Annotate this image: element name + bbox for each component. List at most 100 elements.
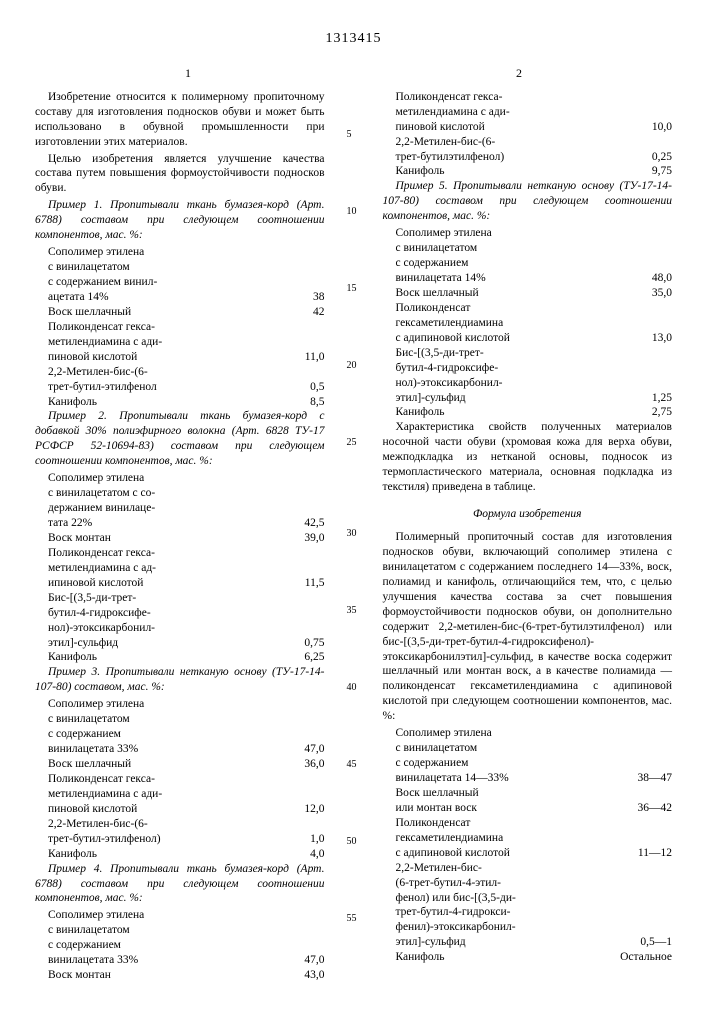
characteristics-paragraph: Характеристика свойств полученных матери… — [383, 420, 673, 495]
data-row: КанифольОстальное — [383, 950, 673, 965]
data-row: ипиновой кислотой11,5 — [35, 576, 325, 591]
formula-title: Формула изобретения — [383, 507, 673, 522]
example-1-data: Сополимер этиленас винилацетатомс содерж… — [35, 245, 325, 409]
data-row: Поликонденсат гекса- — [35, 320, 325, 335]
data-row-label: (6-трет-бутил-4-этил- — [396, 876, 665, 891]
example-4-italic: Пример 4. Пропитывали ткань бумазея-корд… — [35, 863, 325, 905]
data-row-label: фенил)-этоксикарбонил- — [396, 920, 665, 935]
data-row-label: 2,2-Метилен-бис-(6- — [48, 365, 317, 380]
data-row-label: Сополимер этилена — [48, 908, 317, 923]
data-row-value: 39,0 — [296, 531, 324, 546]
data-row: Сополимер этилена — [383, 726, 673, 741]
data-row-label: Поликонденсат — [396, 816, 665, 831]
data-row-value — [664, 361, 672, 376]
data-row-label: нол)-этоксикарбонил- — [396, 376, 665, 391]
data-row-label: с винилацетатом — [48, 923, 317, 938]
data-row-value — [664, 756, 672, 771]
data-row-label: бутил-4-гидроксифе- — [48, 606, 317, 621]
data-row: Сополимер этилена — [35, 908, 325, 923]
data-row-value — [317, 606, 325, 621]
data-row-label: трет-бутил-этилфенол — [48, 380, 302, 395]
data-row-value: 6,25 — [296, 650, 324, 665]
data-row-label: трет-бутилэтилфенол) — [396, 150, 644, 165]
data-row-label: с винилацетатом — [396, 741, 665, 756]
data-row-label: с содержанием винил- — [48, 275, 317, 290]
data-row-label: с содержанием — [48, 938, 317, 953]
data-row-label: пиновой кислотой — [396, 120, 644, 135]
data-row: Поликонденсат — [383, 301, 673, 316]
data-row: фенол) или бис-[(3,5-ди- — [383, 891, 673, 906]
data-row-value — [317, 817, 325, 832]
column-2: Поликонденсат гекса-метилендиамина с ади… — [383, 90, 673, 983]
data-row: Сополимер этилена — [35, 697, 325, 712]
two-column-layout: Изобретение относится к полимерному проп… — [35, 90, 672, 983]
data-row: Сополимер этилена — [35, 245, 325, 260]
data-row-value — [664, 301, 672, 316]
data-row-label: винилацетата 33% — [48, 742, 296, 757]
column-1: Изобретение относится к полимерному проп… — [35, 90, 325, 983]
data-row-value — [317, 591, 325, 606]
data-row-value — [317, 908, 325, 923]
data-row-value: 12,0 — [296, 802, 324, 817]
intro-paragraph-1: Изобретение относится к полимерному проп… — [35, 90, 325, 150]
data-row-label: пиновой кислотой — [48, 802, 296, 817]
data-row-label: Воск монтан — [48, 531, 296, 546]
data-row-label: Сополимер этилена — [48, 697, 317, 712]
data-row-label: фенол) или бис-[(3,5-ди- — [396, 891, 665, 906]
data-row: этил]-сульфид0,75 — [35, 636, 325, 651]
data-row-label: Сополимер этилена — [396, 726, 665, 741]
data-row: винилацетата 14%48,0 — [383, 271, 673, 286]
data-row-label: Канифоль — [48, 650, 296, 665]
data-row: метилендиамина с ади- — [383, 105, 673, 120]
data-row-label: этил]-сульфид — [396, 391, 644, 406]
intro-paragraph-2: Целью изобретения является улучшение кач… — [35, 152, 325, 197]
data-row: Воск монтан39,0 — [35, 531, 325, 546]
data-row-label: 2,2-Метилен-бис- — [396, 861, 665, 876]
data-row-label: Канифоль — [396, 405, 644, 420]
data-row-value — [664, 226, 672, 241]
data-row-label: Поликонденсат гекса- — [48, 772, 317, 787]
data-row-label: Воск шеллачный — [396, 786, 665, 801]
data-row-label: Сополимер этилена — [396, 226, 665, 241]
line-number: 30 — [347, 527, 361, 540]
example-3-italic: Пример 3. Пропитывали нетканую основу (Т… — [35, 666, 325, 693]
data-row: гексаметилендиамина — [383, 316, 673, 331]
data-row: винилацетата 33%47,0 — [35, 742, 325, 757]
data-row: с содержанием — [35, 938, 325, 953]
data-row: с винилацетатом — [35, 923, 325, 938]
data-row: Бис-[(3,5-ди-трет- — [35, 591, 325, 606]
data-row: Воск шеллачный42 — [35, 305, 325, 320]
data-row-value: 1,0 — [302, 832, 324, 847]
data-row-label: 2,2-Метилен-бис-(6- — [396, 135, 665, 150]
data-row-label: с винилацетатом с со- — [48, 486, 317, 501]
data-row-value: 38 — [305, 290, 325, 305]
data-row-label: метилендиамина с ади- — [396, 105, 665, 120]
example-2-header: Пример 2. Пропитывали ткань бумазея-корд… — [35, 409, 325, 469]
col2-number: 2 — [516, 66, 522, 82]
data-row-label: с адипиновой кислотой — [396, 846, 630, 861]
data-row-value — [317, 320, 325, 335]
column-numbers: 1 2 — [35, 66, 672, 82]
data-row-value — [664, 920, 672, 935]
data-row-value — [317, 275, 325, 290]
data-row-value: 2,75 — [644, 405, 672, 420]
data-row: с винилацетатом — [383, 741, 673, 756]
data-row-label: ипиновой кислотой — [48, 576, 297, 591]
data-row-value — [317, 727, 325, 742]
data-row-value: 11,0 — [297, 350, 325, 365]
data-row: Воск шеллачный — [383, 786, 673, 801]
data-row-value — [317, 697, 325, 712]
data-row: трет-бутил-этилфенол)1,0 — [35, 832, 325, 847]
data-row: с адипиновой кислотой11—12 — [383, 846, 673, 861]
data-row: Воск монтан43,0 — [35, 968, 325, 983]
data-row: пиновой кислотой12,0 — [35, 802, 325, 817]
example-2-italic: Пример 2. Пропитывали ткань бумазея-корд… — [35, 410, 325, 467]
data-row-value: 38—47 — [630, 771, 673, 786]
data-row-value — [664, 905, 672, 920]
example-4-data-continued: Поликонденсат гекса-метилендиамина с ади… — [383, 90, 673, 180]
data-row: метилендиамина с ад- — [35, 561, 325, 576]
data-row-label: ацетата 14% — [48, 290, 305, 305]
data-row: нол)-этоксикарбонил- — [35, 621, 325, 636]
data-row: нол)-этоксикарбонил- — [383, 376, 673, 391]
data-row-label: тата 22% — [48, 516, 296, 531]
